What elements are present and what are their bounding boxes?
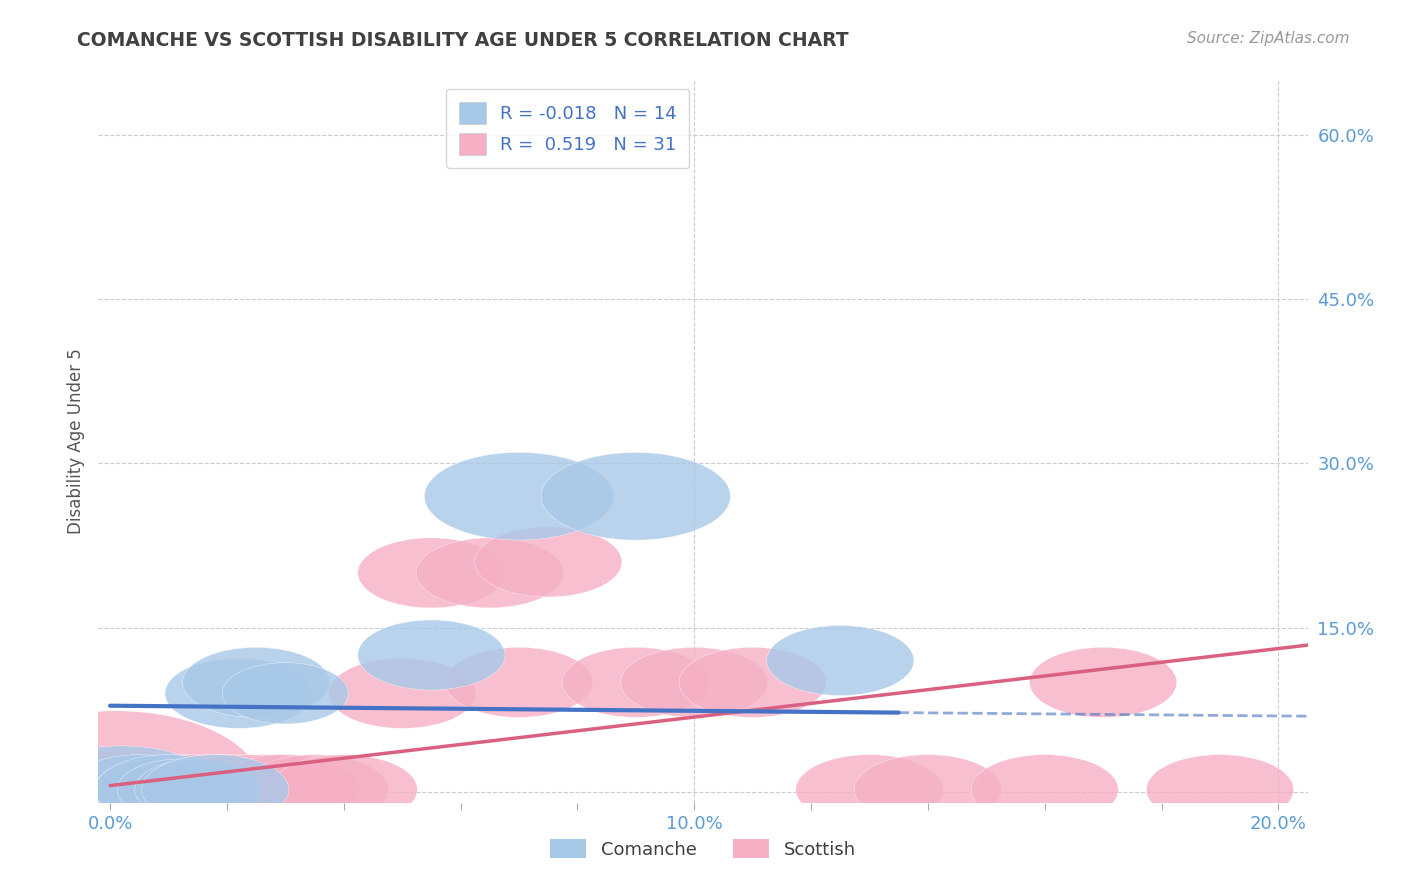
Ellipse shape — [475, 527, 621, 597]
Ellipse shape — [83, 755, 231, 825]
Ellipse shape — [222, 663, 349, 724]
Ellipse shape — [165, 755, 312, 825]
Ellipse shape — [89, 755, 236, 825]
Ellipse shape — [96, 755, 242, 825]
Y-axis label: Disability Age Under 5: Disability Age Under 5 — [66, 349, 84, 534]
Ellipse shape — [66, 755, 212, 825]
Ellipse shape — [620, 648, 768, 717]
Ellipse shape — [972, 755, 1118, 825]
Legend: Comanche, Scottish: Comanche, Scottish — [543, 832, 863, 866]
Ellipse shape — [855, 755, 1001, 825]
Ellipse shape — [142, 755, 288, 825]
Ellipse shape — [27, 746, 217, 833]
Ellipse shape — [183, 648, 330, 717]
Ellipse shape — [1146, 755, 1294, 825]
Ellipse shape — [329, 658, 475, 729]
Ellipse shape — [165, 658, 312, 729]
Ellipse shape — [446, 648, 592, 717]
Ellipse shape — [240, 755, 388, 825]
Ellipse shape — [124, 755, 271, 825]
Ellipse shape — [270, 755, 418, 825]
Ellipse shape — [183, 755, 330, 825]
Text: COMANCHE VS SCOTTISH DISABILITY AGE UNDER 5 CORRELATION CHART: COMANCHE VS SCOTTISH DISABILITY AGE UNDE… — [77, 31, 849, 50]
Ellipse shape — [357, 620, 505, 690]
Ellipse shape — [44, 750, 212, 829]
Ellipse shape — [107, 755, 254, 825]
Ellipse shape — [153, 755, 301, 825]
Ellipse shape — [679, 648, 827, 717]
Ellipse shape — [96, 755, 242, 825]
Ellipse shape — [1029, 648, 1177, 717]
Ellipse shape — [142, 755, 288, 825]
Ellipse shape — [796, 755, 943, 825]
Ellipse shape — [541, 452, 731, 540]
Ellipse shape — [766, 625, 914, 696]
Ellipse shape — [416, 538, 564, 608]
Ellipse shape — [212, 755, 359, 825]
Ellipse shape — [112, 755, 260, 825]
Ellipse shape — [66, 755, 212, 825]
Ellipse shape — [117, 759, 243, 821]
Ellipse shape — [72, 755, 219, 825]
Ellipse shape — [135, 759, 260, 821]
Ellipse shape — [425, 452, 613, 540]
Ellipse shape — [357, 538, 505, 608]
Ellipse shape — [94, 759, 219, 821]
Text: Source: ZipAtlas.com: Source: ZipAtlas.com — [1187, 31, 1350, 46]
Ellipse shape — [0, 711, 263, 869]
Ellipse shape — [200, 755, 347, 825]
Ellipse shape — [562, 648, 710, 717]
